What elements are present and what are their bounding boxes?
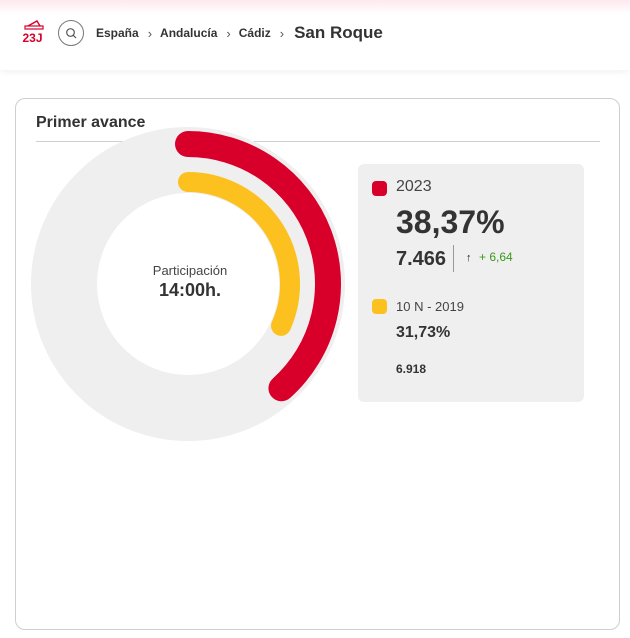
search-button[interactable] (58, 20, 84, 46)
breadcrumb-andalucia[interactable]: Andalucía (160, 26, 218, 40)
divider (36, 141, 600, 142)
breadcrumb: España › Andalucía › Cádiz › San Roque (96, 22, 383, 44)
top-bar: 23J España › Andalucía › Cádiz › San Roq… (0, 0, 630, 70)
divider (453, 245, 454, 272)
participation-time: 14:00h. (158, 280, 222, 300)
current-participation-arc (175, 131, 341, 402)
previous-color-swatch (372, 299, 387, 314)
previous-percent: 31,73% (396, 324, 451, 341)
search-icon (66, 28, 77, 39)
legend-panel: 2023 38,37% 7.466 ↑ + 6,64 10 N - 2019 3… (358, 164, 584, 402)
donut-track (31, 127, 345, 441)
breadcrumb-cadiz[interactable]: Cádiz (238, 26, 271, 40)
arrow-up-icon: ↑ (466, 252, 472, 264)
current-count: 7.466 (396, 248, 447, 270)
chevron-right-icon: › (226, 25, 231, 41)
participation-donut-chart (31, 127, 345, 441)
previous-participation-arc (178, 172, 300, 336)
current-year-label: 2023 (396, 178, 432, 195)
svg-text:23J: 23J (23, 31, 43, 45)
breadcrumb-espana[interactable]: España (96, 26, 139, 40)
chevron-right-icon: › (279, 25, 285, 41)
previous-count: 6.918 (396, 362, 427, 376)
chevron-right-icon: › (147, 25, 153, 41)
current-color-swatch (372, 181, 387, 196)
breadcrumb-current: San Roque (294, 23, 383, 42)
donut-center-label: Participación 14:00h. (110, 263, 270, 301)
ballot-box-23j-logo[interactable]: 23J (20, 18, 48, 46)
card-title: Primer avance (36, 114, 146, 131)
delta-value: + 6,64 (479, 250, 513, 264)
previous-year-label: 10 N - 2019 (396, 299, 464, 314)
participation-label: Participación (152, 263, 228, 278)
current-percent: 38,37% (396, 204, 505, 240)
